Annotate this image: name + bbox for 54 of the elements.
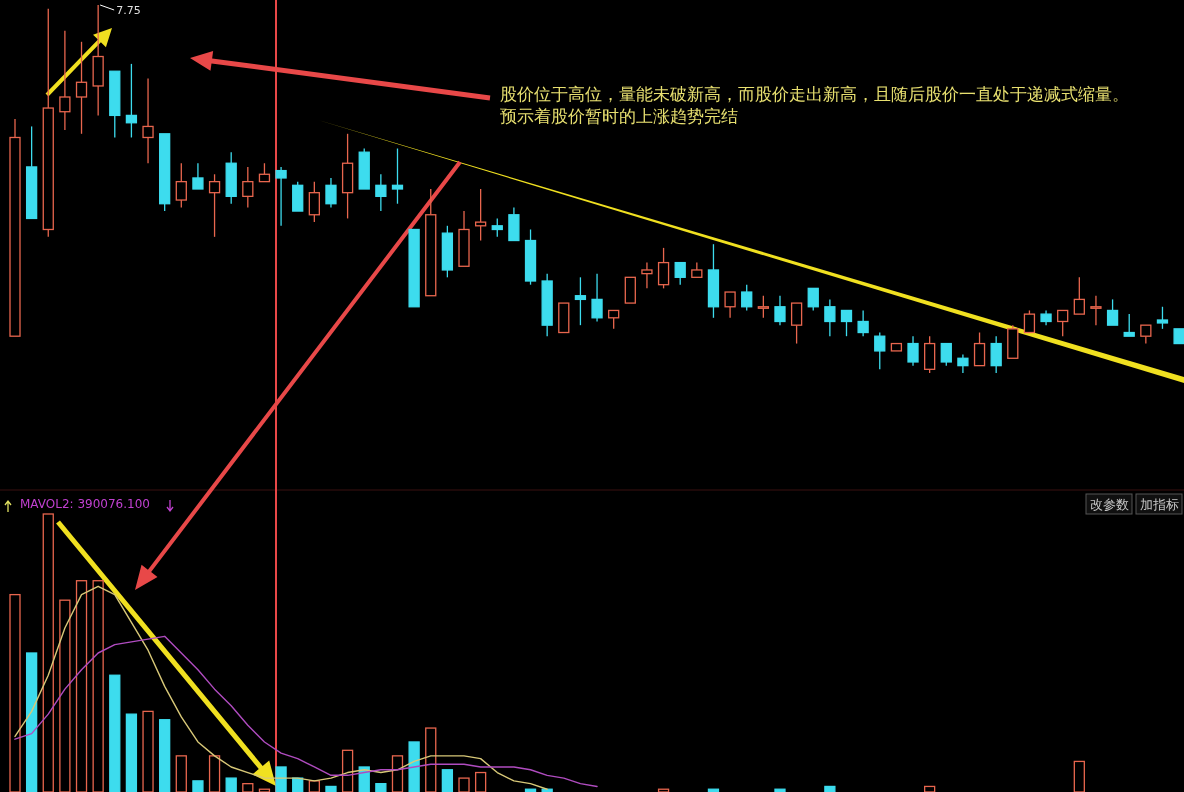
candlestick	[375, 173, 387, 212]
bar	[325, 785, 337, 792]
bar	[391, 755, 404, 792]
candlestick	[957, 353, 969, 374]
bar	[441, 769, 454, 792]
bar	[774, 788, 786, 792]
bar	[92, 580, 104, 792]
candlestick	[142, 77, 154, 164]
candlestick	[1090, 295, 1102, 326]
candlestick	[275, 166, 287, 227]
candlestick	[907, 335, 919, 367]
candlestick	[641, 261, 653, 290]
candlestick	[1040, 309, 1052, 326]
bar	[142, 710, 154, 792]
bar	[1073, 760, 1085, 792]
bar	[341, 749, 354, 792]
bar	[275, 766, 287, 792]
candlestick	[857, 309, 869, 337]
bar	[59, 599, 71, 792]
candlestick	[824, 298, 836, 337]
bar	[425, 727, 437, 792]
candlestick	[325, 177, 337, 209]
candlestick	[774, 295, 786, 326]
candlestick	[574, 276, 587, 326]
bar	[225, 777, 237, 792]
bar	[192, 780, 204, 792]
candlestick	[92, 4, 104, 117]
bar	[42, 513, 54, 792]
bar	[408, 741, 420, 792]
bar	[159, 719, 171, 792]
bar	[125, 713, 138, 792]
bar	[75, 580, 88, 792]
candlestick	[59, 30, 71, 131]
bar	[474, 771, 487, 792]
annotation: 7.75	[116, 4, 141, 17]
bar	[25, 652, 38, 792]
bar	[109, 674, 121, 792]
bar	[458, 777, 470, 792]
candlestick	[75, 41, 88, 135]
bar	[308, 780, 320, 792]
annotation: 股价位于高位，量能未破新高，而股价走出新高，且随后股价一直处于递减式缩量。预示着股价暂时的上涨趋势完结	[500, 84, 1129, 126]
bar	[208, 755, 221, 792]
bar	[292, 777, 304, 792]
bar	[242, 783, 254, 792]
candlestick	[591, 272, 603, 323]
text: 改参数	[1089, 497, 1129, 512]
text: 加指标	[1139, 497, 1179, 512]
bar	[9, 593, 21, 792]
bar	[924, 785, 936, 792]
bar	[175, 755, 187, 792]
bar	[375, 783, 387, 792]
text: MAVOL2: 390076.100	[20, 497, 150, 511]
candlestick	[341, 133, 354, 220]
bar	[824, 785, 836, 792]
